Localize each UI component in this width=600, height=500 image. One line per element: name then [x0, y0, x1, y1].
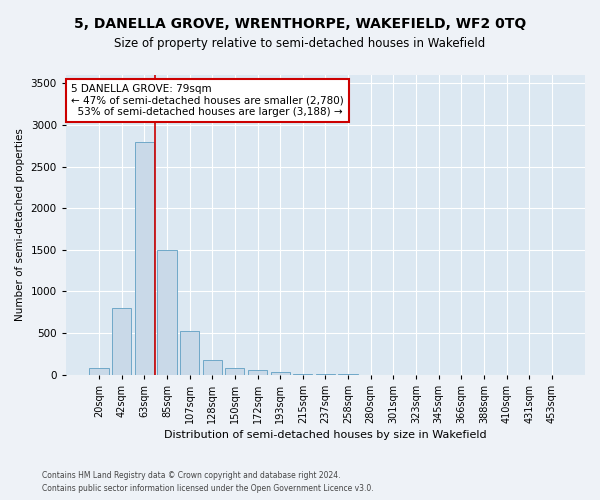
Bar	[157, 250, 176, 374]
Bar	[112, 308, 131, 374]
Text: 5 DANELLA GROVE: 79sqm
← 47% of semi-detached houses are smaller (2,780)
  53% o: 5 DANELLA GROVE: 79sqm ← 47% of semi-det…	[71, 84, 344, 117]
Bar	[271, 372, 290, 374]
Bar	[248, 370, 267, 374]
Bar	[225, 368, 244, 374]
Text: Contains public sector information licensed under the Open Government Licence v3: Contains public sector information licen…	[42, 484, 374, 493]
Bar	[135, 142, 154, 374]
X-axis label: Distribution of semi-detached houses by size in Wakefield: Distribution of semi-detached houses by …	[164, 430, 487, 440]
Text: Contains HM Land Registry data © Crown copyright and database right 2024.: Contains HM Land Registry data © Crown c…	[42, 470, 341, 480]
Y-axis label: Number of semi-detached properties: Number of semi-detached properties	[15, 128, 25, 322]
Text: 5, DANELLA GROVE, WRENTHORPE, WAKEFIELD, WF2 0TQ: 5, DANELLA GROVE, WRENTHORPE, WAKEFIELD,…	[74, 18, 526, 32]
Text: Size of property relative to semi-detached houses in Wakefield: Size of property relative to semi-detach…	[115, 38, 485, 51]
Bar	[180, 330, 199, 374]
Bar	[89, 368, 109, 374]
Bar	[203, 360, 222, 374]
